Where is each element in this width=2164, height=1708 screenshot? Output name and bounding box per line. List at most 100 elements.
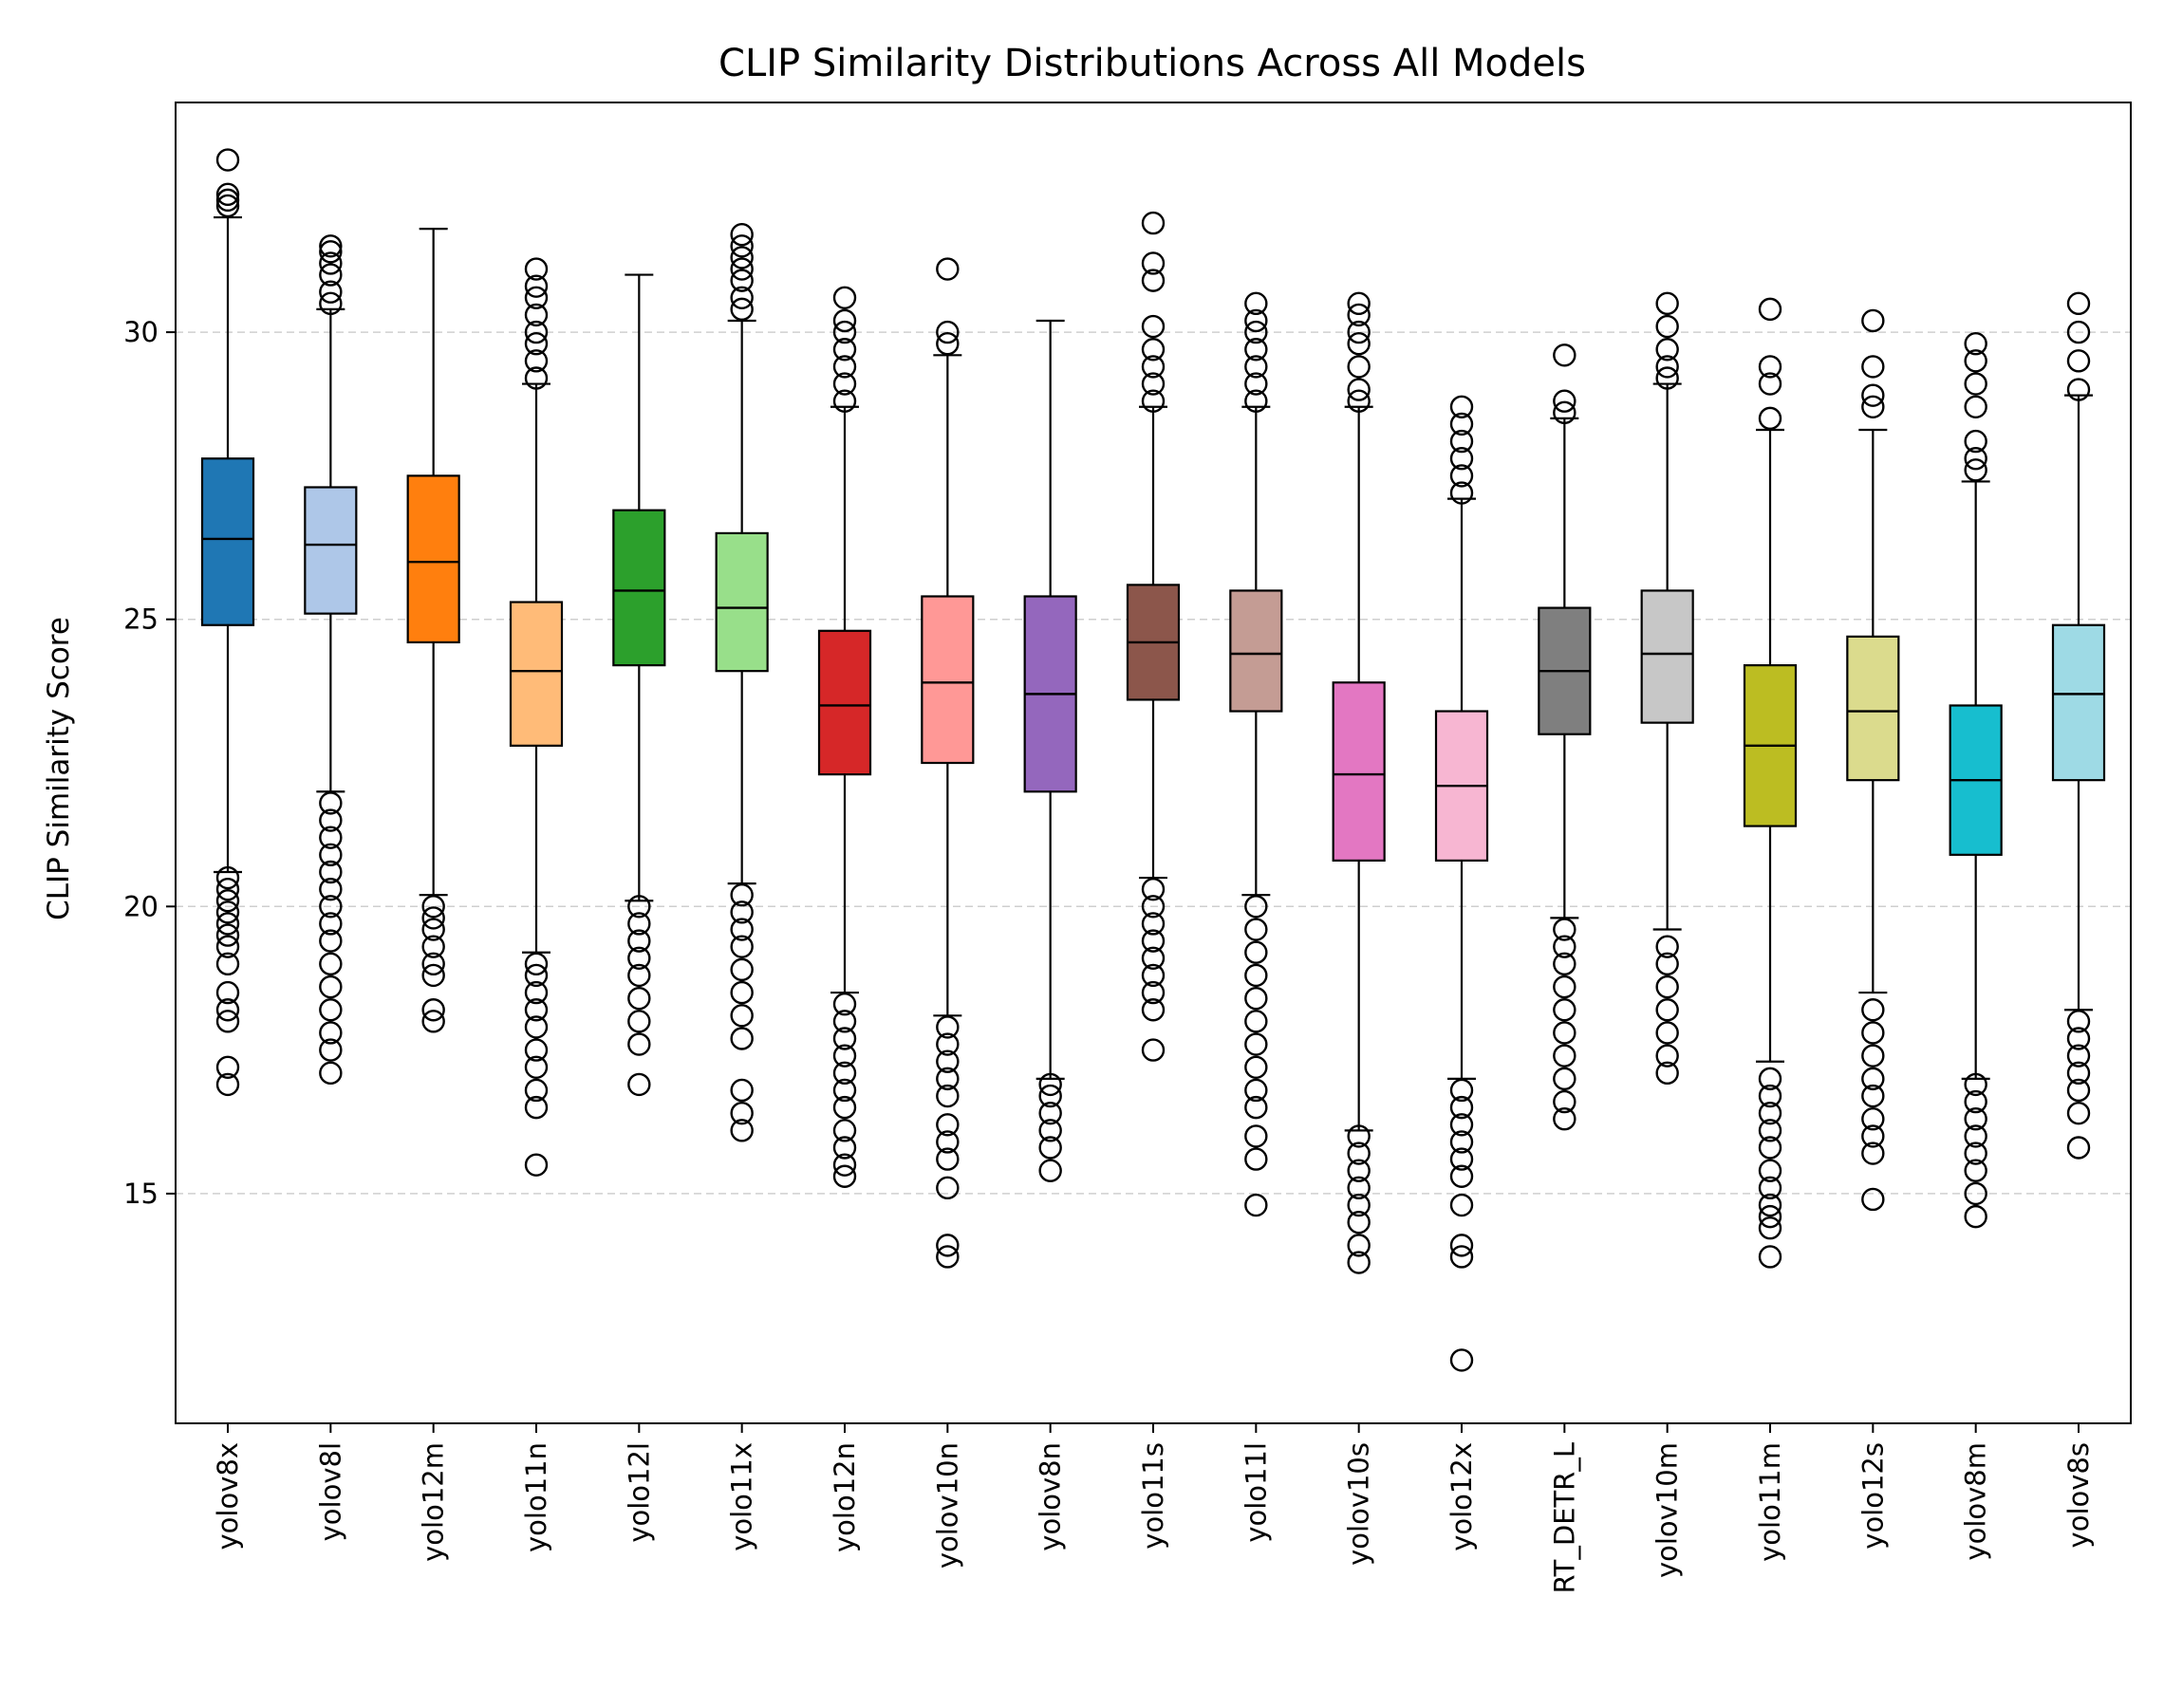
outlier-point (1347, 291, 1371, 316)
outlier-point (319, 860, 343, 884)
outlier-point (1244, 1055, 1268, 1079)
outlier-point (215, 148, 240, 172)
outlier-point (1758, 297, 1782, 322)
x-tick-label-yolo11n: yolo11n (520, 1442, 552, 1552)
box-yolo11l (1229, 291, 1283, 1217)
outlier-point (2066, 1101, 2091, 1125)
outlier-point (421, 918, 445, 941)
outlier-point (1141, 389, 1166, 413)
iqr-box (2051, 623, 2106, 782)
outlier-point (1244, 320, 1268, 344)
outlier-point (1141, 372, 1166, 396)
outlier-point (832, 338, 857, 362)
outlier-point (1449, 481, 1474, 505)
outlier-point (319, 1021, 343, 1045)
outlier-point (2066, 1136, 2091, 1160)
outlier-point (1964, 331, 1987, 356)
outlier-point (1347, 1142, 1371, 1165)
outlier-point (1861, 1142, 1885, 1165)
box-yolo11s (1126, 211, 1181, 1062)
box-yolov8s (2051, 291, 2106, 1160)
outlier-point (936, 1147, 960, 1171)
box-yolo12l (612, 273, 666, 1097)
x-tick-label-yolo12n: yolo12n (829, 1442, 861, 1552)
outlier-point (1553, 998, 1576, 1022)
outlier-point (2066, 1061, 2091, 1086)
outlier-point (1347, 1210, 1371, 1235)
outlier-point (1347, 355, 1371, 379)
y-tick-label-30: 30 (123, 316, 159, 348)
outlier-point (730, 1078, 754, 1103)
outlier-point (832, 1095, 857, 1120)
outlier-point (1244, 1147, 1268, 1171)
outlier-point (1655, 952, 1679, 976)
outlier-point (1964, 1181, 1987, 1206)
outlier-point (1861, 383, 1885, 407)
outlier-point (1553, 1067, 1576, 1091)
outlier-point (421, 1010, 445, 1033)
outlier-point (524, 1078, 549, 1103)
outlier-point (1347, 1176, 1371, 1200)
outlier-point (730, 234, 754, 258)
outlier-point (1553, 400, 1576, 425)
outlier-point (1964, 1142, 1987, 1165)
outlier-point (730, 1004, 754, 1028)
outlier-point (1449, 395, 1474, 418)
outlier-point (1038, 1084, 1062, 1108)
outlier-point (1347, 378, 1371, 401)
outlier-point (1964, 447, 1987, 471)
outlier-point (832, 992, 857, 1016)
outlier-point (319, 234, 343, 258)
outlier-point (1244, 895, 1268, 919)
outlier-point (832, 1027, 857, 1050)
outlier-point (319, 843, 343, 867)
outlier-point (524, 366, 549, 390)
outlier-point (832, 372, 857, 396)
outlier-point (627, 963, 651, 988)
outlier-point (215, 1010, 240, 1033)
outlier-point (936, 1176, 960, 1200)
outlier-point (421, 998, 445, 1022)
iqr-box (921, 595, 975, 765)
x-tick-label-yolo11m: yolo11m (1754, 1442, 1786, 1562)
outlier-point (421, 963, 445, 988)
outlier-point (319, 240, 343, 264)
outlier-point (1141, 912, 1166, 936)
box-yolo12m (406, 228, 460, 1033)
outlier-point (1655, 338, 1679, 362)
outlier-point (1038, 1072, 1062, 1097)
iqr-box (1846, 635, 1900, 782)
outlier-point (1553, 1021, 1576, 1045)
iqr-box (1229, 589, 1283, 713)
plot-frame (175, 102, 2132, 1424)
outlier-point (2066, 349, 2091, 373)
outlier-point (524, 1095, 549, 1120)
box-yolo12x (1434, 395, 1489, 1372)
outlier-point (1244, 1193, 1268, 1217)
outlier-point (1964, 1159, 1987, 1182)
outlier-point (1553, 918, 1576, 941)
outlier-point (1758, 372, 1782, 396)
box-yolo12s (1846, 308, 1900, 1212)
iqr-box (715, 531, 769, 673)
iqr-box (406, 474, 460, 644)
outlier-point (524, 257, 549, 281)
outlier-point (215, 980, 240, 1005)
outlier-point (319, 929, 343, 953)
outlier-point (1553, 1107, 1576, 1131)
outlier-point (1141, 895, 1166, 919)
outlier-point (1655, 935, 1679, 958)
outlier-point (1347, 1193, 1371, 1217)
outlier-point (1655, 1061, 1679, 1086)
outlier-point (730, 957, 754, 982)
outlier-point (1553, 975, 1576, 999)
outlier-point (1347, 389, 1371, 413)
outlier-point (215, 182, 240, 207)
y-tick-label-25: 25 (123, 603, 159, 636)
outlier-point (1861, 1084, 1885, 1108)
outlier-point (319, 826, 343, 849)
iqr-box (1640, 589, 1694, 724)
outlier-point (524, 320, 549, 344)
outlier-point (730, 935, 754, 958)
outlier-point (1449, 1164, 1474, 1188)
